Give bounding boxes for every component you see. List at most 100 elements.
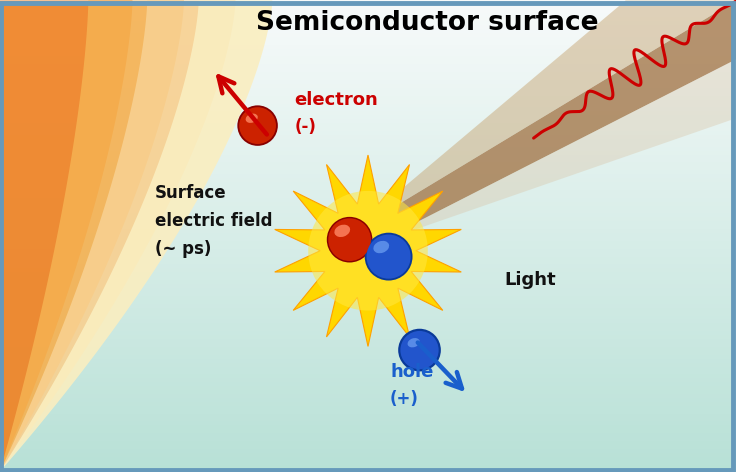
Bar (0, 287, 736, 291)
Bar (0, 460, 736, 464)
Bar (0, 342, 736, 346)
Ellipse shape (327, 217, 372, 262)
Bar (0, 36, 736, 40)
Bar (0, 177, 736, 181)
Bar (0, 413, 736, 417)
Bar (0, 110, 736, 114)
Bar (0, 299, 736, 303)
Ellipse shape (334, 225, 350, 237)
Ellipse shape (398, 329, 441, 371)
Bar (0, 429, 736, 432)
Bar (0, 12, 736, 16)
Bar (0, 24, 736, 28)
Bar (0, 436, 736, 440)
Bar (0, 197, 736, 201)
Bar (0, 283, 736, 287)
Ellipse shape (365, 233, 413, 280)
Bar (0, 377, 736, 381)
Bar (0, 95, 736, 99)
Bar (0, 389, 736, 393)
Bar (0, 350, 736, 354)
Ellipse shape (237, 105, 278, 146)
Bar (0, 444, 736, 448)
Bar (0, 201, 736, 204)
Bar (0, 67, 736, 71)
Bar (0, 314, 736, 319)
Bar (0, 161, 736, 165)
Bar (0, 165, 736, 169)
Bar (0, 209, 736, 212)
Bar (0, 311, 736, 314)
Bar (0, 126, 736, 130)
Bar (0, 248, 736, 252)
Text: Semiconductor surface: Semiconductor surface (255, 9, 598, 35)
Bar (0, 330, 736, 334)
Bar (0, 224, 736, 228)
Bar (0, 338, 736, 342)
Bar (0, 307, 736, 311)
Bar (0, 16, 736, 20)
Bar (0, 401, 736, 405)
Polygon shape (375, 59, 736, 244)
Bar (0, 59, 736, 63)
Bar (0, 291, 736, 295)
Bar (0, 102, 736, 107)
Bar (0, 263, 736, 268)
Bar (0, 440, 736, 444)
Bar (0, 228, 736, 232)
Bar (0, 448, 736, 452)
Text: hole: hole (390, 363, 434, 381)
Bar (0, 268, 736, 271)
Bar (0, 240, 736, 244)
Ellipse shape (408, 338, 420, 347)
Text: electron: electron (294, 91, 378, 109)
Bar (0, 260, 736, 263)
Bar (0, 28, 736, 32)
Bar (0, 8, 736, 12)
Bar (0, 232, 736, 236)
Bar (0, 271, 736, 275)
Bar (0, 91, 736, 95)
Bar (0, 63, 736, 67)
Bar (0, 405, 736, 409)
Text: (+): (+) (390, 390, 419, 408)
Ellipse shape (246, 114, 258, 123)
Bar (0, 71, 736, 75)
Bar (0, 79, 736, 83)
Ellipse shape (239, 107, 276, 144)
Bar (0, 452, 736, 456)
Polygon shape (0, 0, 272, 472)
Bar (0, 346, 736, 350)
Polygon shape (0, 0, 184, 472)
Bar (0, 370, 736, 373)
Ellipse shape (373, 241, 389, 253)
Bar (0, 393, 736, 397)
Bar (0, 181, 736, 185)
Bar (0, 373, 736, 377)
Bar (0, 48, 736, 51)
Bar (0, 468, 736, 472)
Bar (0, 130, 736, 134)
Bar (0, 87, 736, 91)
Bar (0, 75, 736, 79)
Bar (0, 32, 736, 36)
Bar (0, 114, 736, 118)
Bar (0, 83, 736, 87)
Bar (0, 432, 736, 436)
Bar (0, 0, 736, 4)
Bar (0, 334, 736, 338)
Bar (0, 185, 736, 189)
Bar (0, 409, 736, 413)
Bar (0, 4, 736, 8)
Bar (0, 142, 736, 146)
Bar (0, 212, 736, 216)
Bar (0, 99, 736, 102)
Bar (0, 279, 736, 283)
Polygon shape (0, 0, 132, 472)
Bar (0, 362, 736, 365)
Bar (0, 256, 736, 260)
Bar (0, 252, 736, 256)
Bar (0, 55, 736, 59)
Bar (0, 20, 736, 24)
Ellipse shape (308, 191, 428, 311)
